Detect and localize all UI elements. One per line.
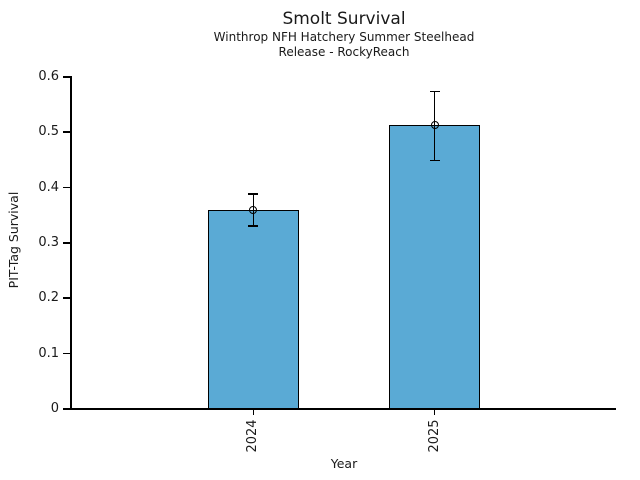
x-tick-label: 2024 (245, 419, 261, 453)
error-cap-top (248, 193, 259, 195)
y-axis-spine (70, 76, 72, 410)
x-tick (252, 410, 255, 415)
error-cap-top (429, 90, 440, 93)
error-cap-bottom (429, 159, 440, 162)
y-tick (63, 76, 70, 78)
y-tick-label: 0.6 (38, 69, 59, 84)
y-tick (63, 408, 70, 410)
chart-title: Smolt Survival (282, 9, 406, 29)
y-tick-label: 0 (50, 401, 59, 416)
y-tick-label: 0.2 (38, 290, 59, 306)
bar (389, 125, 481, 408)
chart-subtitle-line1: Winthrop NFH Hatchery Summer Steelhead (213, 30, 475, 44)
chart-subtitle-line2: Release - RockyReach (278, 45, 410, 59)
error-cap-bottom (248, 225, 259, 227)
y-tick-label: 0.4 (38, 179, 59, 195)
y-tick-label: 0.5 (38, 124, 59, 140)
y-tick (63, 352, 70, 355)
y-tick (63, 186, 70, 189)
point-marker (249, 205, 258, 214)
y-tick-label: 0.3 (38, 235, 59, 250)
x-tick-label: 2025 (426, 419, 442, 453)
y-tick (63, 131, 70, 133)
x-tick (433, 410, 436, 415)
y-tick (63, 242, 70, 244)
x-axis-spine (70, 408, 616, 410)
y-tick-label: 0.1 (38, 345, 59, 361)
x-axis-label: Year (330, 456, 358, 471)
bar (207, 209, 299, 408)
point-marker (430, 121, 439, 130)
y-tick (63, 297, 70, 299)
